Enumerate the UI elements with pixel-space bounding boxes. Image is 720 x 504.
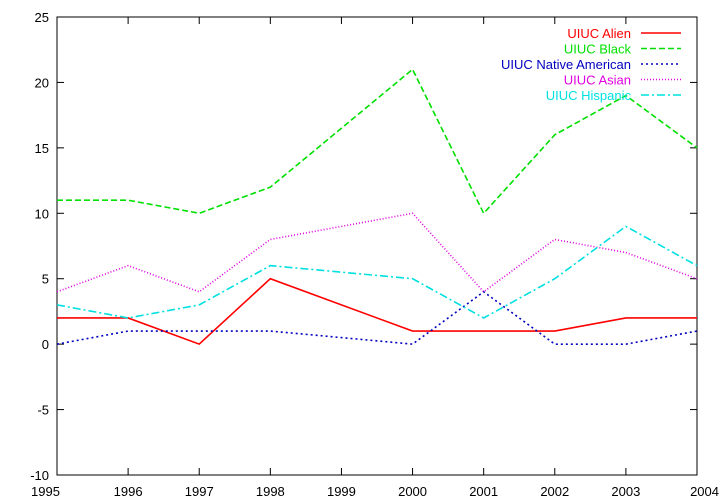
x-tick-label: 2002 [540, 484, 569, 499]
series-line-1 [57, 68, 698, 215]
y-tick-label: -5 [37, 403, 49, 418]
y-tick-label: 5 [42, 272, 49, 287]
x-tick-label: 1996 [114, 484, 143, 499]
y-tick-label: 10 [35, 206, 49, 221]
x-tick-label: 1995 [31, 484, 60, 499]
series-line-4 [56, 225, 698, 319]
y-tick-label: 0 [42, 337, 49, 352]
x-tick-label: 1999 [327, 484, 356, 499]
x-tick-label: 2000 [398, 484, 427, 499]
x-tick-label: 2001 [469, 484, 498, 499]
series-lines [56, 68, 698, 346]
y-tick-label: 15 [35, 141, 49, 156]
x-tick-label: 1997 [185, 484, 214, 499]
y-tick-label: 25 [35, 10, 49, 25]
y-tick-label: 20 [35, 75, 49, 90]
x-tick-label: 1998 [256, 484, 285, 499]
series-line-0 [57, 277, 697, 346]
legend-label: UIUC Native American [501, 57, 631, 72]
series-line-3 [56, 212, 698, 293]
legend-label: UIUC Asian [564, 73, 631, 88]
legend-label: UIUC Hispanic [546, 88, 632, 103]
x-tick-label: 2003 [611, 484, 640, 499]
series-line-2 [56, 290, 698, 345]
x-tick-label: 2004 [690, 484, 719, 499]
axis-ticks: -10 -5 0 5 10 15 20 25 1995 1996 1997 1998 1999 2000 2… [30, 10, 719, 499]
legend-label: UIUC Alien [567, 26, 631, 41]
plot-frame [56, 16, 698, 476]
y-tick-label: -10 [30, 468, 49, 483]
legend-label: UIUC Black [564, 42, 632, 57]
